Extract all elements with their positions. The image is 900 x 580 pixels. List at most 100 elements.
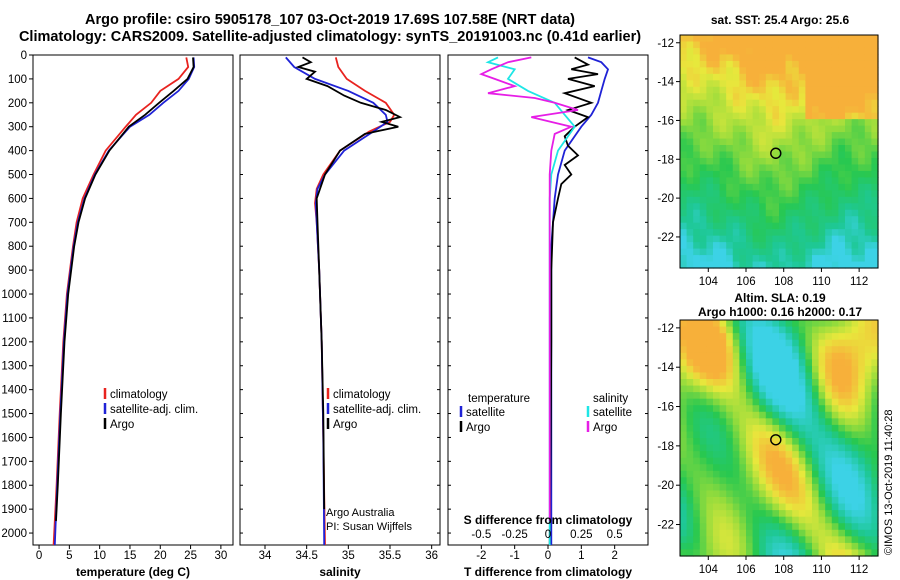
heatmap-cell [699,477,707,485]
heatmap-cell [706,379,714,387]
heatmap-cell [699,457,707,465]
heatmap-cell [759,359,767,367]
heatmap-cell [732,229,740,237]
heatmap-cell [772,80,780,88]
heatmap-cell [726,352,734,360]
heatmap-cell [864,438,872,446]
heatmap-cell [798,542,806,551]
heatmap-cell [726,93,734,101]
heatmap-cell [838,424,846,433]
heatmap-cell [845,529,853,537]
heatmap-cell [719,490,727,498]
heatmap-cell [686,242,694,250]
heatmap-cell [785,112,793,120]
heatmap-cell [792,93,800,101]
heatmap-cell [699,516,707,524]
heatmap-cell [812,405,820,413]
heatmap-cell [732,125,740,133]
heatmap-cell [726,216,734,224]
heatmap-cell [864,477,872,485]
heatmap-cell [732,183,740,191]
heatmap-cell [825,222,833,230]
heatmap-cell [686,549,694,557]
heatmap-cell [792,138,800,146]
heatmap-cell [739,35,747,43]
heatmap-cell [719,483,727,492]
heatmap-cell [765,80,773,88]
heatmap-cell [805,497,813,505]
heatmap-cell [765,261,773,269]
heatmap-cell [706,503,714,511]
heatmap-cell [726,73,734,81]
heatmap-cell [686,261,694,269]
heatmap-cell [779,529,787,537]
heatmap-cell [864,86,872,94]
heatmap-cell [792,464,800,472]
map-heatmap-sla_map [680,320,879,557]
heatmap-cell [845,451,853,459]
heatmap-cell [686,444,694,452]
heatmap-cell [792,235,800,243]
s-tick-label: -0.25 [502,529,528,541]
heatmap-cell [746,106,754,114]
heatmap-cell [871,216,879,224]
heatmap-cell [851,106,859,114]
heatmap-cell [699,86,707,94]
heatmap-cell [818,60,826,68]
heatmap-cell [858,73,866,81]
heatmap-cell [779,73,787,81]
heatmap-cell [726,196,734,204]
heatmap-cell [759,503,767,511]
heatmap-cell [752,418,760,426]
heatmap-cell [805,222,813,230]
heatmap-cell [785,35,793,43]
heatmap-cell [713,411,721,419]
heatmap-cell [785,125,793,133]
heatmap-cell [798,359,806,367]
heatmap-cell [792,418,800,426]
heatmap-cell [785,451,793,459]
heatmap-cell [752,379,760,387]
heatmap-cell [726,365,734,374]
heatmap-cell [845,333,853,341]
heatmap-cell [805,80,813,88]
heatmap-cell [680,523,688,531]
heatmap-cell [798,261,806,269]
heatmap-cell [719,536,727,544]
heatmap-cell [818,431,826,439]
heatmap-cell [739,164,747,172]
heatmap-cell [746,398,754,406]
heatmap-cell [752,451,760,459]
heatmap-cell [858,125,866,133]
heatmap-cell [812,235,820,243]
x-tick-label: 2 [611,550,617,562]
heatmap-cell [798,424,806,433]
heatmap-cell [864,503,872,511]
heatmap-cell [732,190,740,198]
heatmap-cell [785,477,793,485]
heatmap-cell [792,523,800,531]
heatmap-cell [713,196,721,204]
heatmap-cell [805,99,813,107]
heatmap-cell [686,365,694,374]
x-tick-label: -1 [510,550,520,562]
heatmap-cell [713,320,721,328]
heatmap-cell [726,132,734,140]
heatmap-cell [858,209,866,217]
heatmap-cell [706,516,714,524]
heatmap-cell [785,438,793,446]
heatmap-cell [719,359,727,367]
heatmap-cell [805,170,813,178]
heatmap-cell [851,60,859,68]
heatmap-cell [713,542,721,551]
heatmap-cell [739,523,747,531]
heatmap-cell [864,339,872,347]
heatmap-cell [825,444,833,452]
heatmap-cell [699,190,707,198]
heatmap-cell [858,438,866,446]
panel-frame-difference [447,54,649,546]
heatmap-cell [699,222,707,230]
heatmap-cell [680,411,688,419]
heatmap-cell [864,93,872,101]
heatmap-cell [759,54,767,62]
